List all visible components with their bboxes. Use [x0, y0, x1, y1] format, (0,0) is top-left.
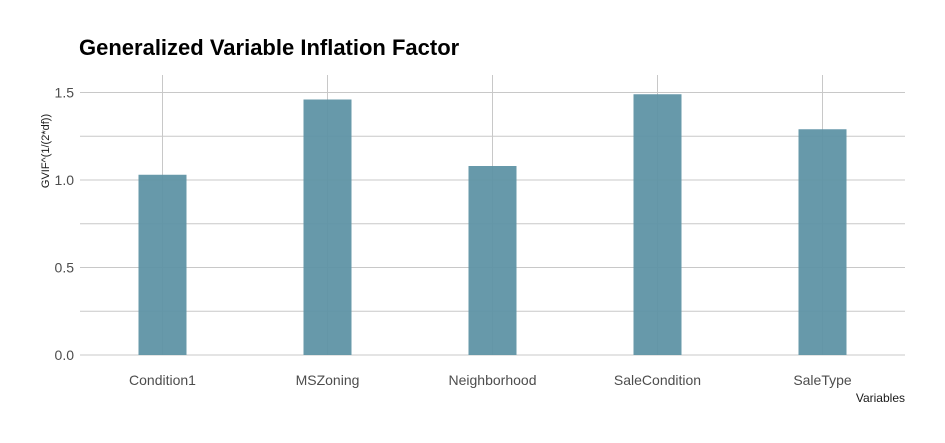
x-tick-label: MSZoning [296, 372, 360, 388]
x-tick-label: Neighborhood [449, 372, 537, 388]
bar-neighborhood [468, 166, 517, 355]
x-tick-label: Condition1 [129, 372, 196, 388]
x-axis-label: Variables [855, 391, 905, 405]
x-tick-label: SaleCondition [614, 372, 701, 388]
y-tick-label: 0.0 [55, 347, 75, 363]
bar-mszoning [303, 99, 352, 355]
x-tick-label: SaleType [793, 372, 852, 388]
bar-saletype [798, 129, 847, 355]
y-tick-label: 1.5 [55, 85, 75, 101]
y-tick-label: 1.0 [55, 172, 75, 188]
chart-title: Generalized Variable Inflation Factor [79, 35, 460, 60]
bar-salecondition [633, 94, 682, 355]
bar-condition1 [138, 174, 187, 355]
y-tick-label: 0.5 [55, 260, 75, 276]
